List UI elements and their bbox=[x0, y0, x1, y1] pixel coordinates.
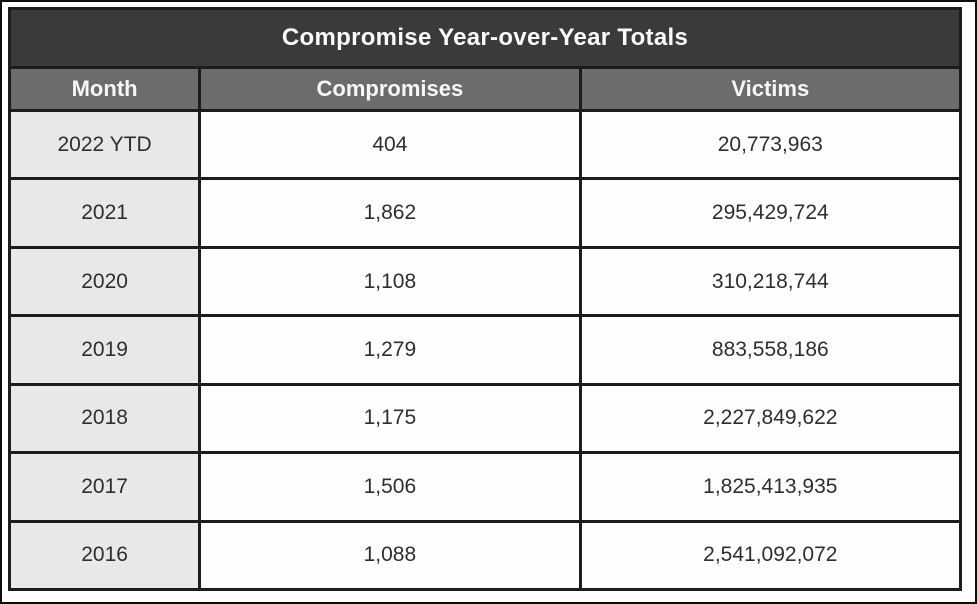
victims-cell: 295,429,724 bbox=[578, 177, 963, 249]
table-row: 2018 1,175 2,227,849,622 bbox=[7, 382, 963, 455]
table-row: 2016 1,088 2,541,092,072 bbox=[7, 519, 963, 592]
month-cell: 2020 bbox=[7, 245, 202, 318]
compromises-cell: 1,862 bbox=[198, 177, 582, 249]
victims-cell: 883,558,186 bbox=[578, 314, 963, 386]
victims-cell: 2,227,849,622 bbox=[578, 382, 963, 455]
month-cell: 2019 bbox=[7, 314, 202, 386]
table-row: 2020 1,108 310,218,744 bbox=[7, 245, 963, 318]
column-header-month: Month bbox=[7, 66, 202, 112]
month-cell: 2017 bbox=[7, 451, 202, 523]
yoy-totals-table: Compromise Year-over-Year Totals Month C… bbox=[7, 7, 963, 592]
yoy-table-container: Compromise Year-over-Year Totals Month C… bbox=[7, 7, 963, 592]
month-cell: 2018 bbox=[7, 382, 202, 455]
table-row: 2021 1,862 295,429,724 bbox=[7, 177, 963, 249]
compromises-cell: 1,506 bbox=[198, 451, 582, 523]
victims-cell: 1,825,413,935 bbox=[578, 451, 963, 523]
compromises-cell: 404 bbox=[198, 108, 582, 181]
column-header-compromises: Compromises bbox=[198, 66, 582, 112]
month-cell: 2021 bbox=[7, 177, 202, 249]
victims-cell: 2,541,092,072 bbox=[578, 519, 963, 592]
compromises-cell: 1,108 bbox=[198, 245, 582, 318]
compromises-cell: 1,088 bbox=[198, 519, 582, 592]
victims-cell: 20,773,963 bbox=[578, 108, 963, 181]
table-row: 2022 YTD 404 20,773,963 bbox=[7, 108, 963, 181]
compromises-cell: 1,175 bbox=[198, 382, 582, 455]
table-row: 2019 1,279 883,558,186 bbox=[7, 314, 963, 386]
table-title: Compromise Year-over-Year Totals bbox=[8, 7, 962, 69]
title-row: Compromise Year-over-Year Totals bbox=[8, 7, 962, 69]
header-row: Month Compromises Victims bbox=[7, 66, 963, 112]
victims-cell: 310,218,744 bbox=[578, 245, 963, 318]
column-header-victims: Victims bbox=[578, 66, 963, 112]
month-cell: 2016 bbox=[7, 519, 202, 592]
compromises-cell: 1,279 bbox=[198, 314, 582, 386]
table-row: 2017 1,506 1,825,413,935 bbox=[7, 451, 963, 523]
month-cell: 2022 YTD bbox=[7, 108, 202, 181]
